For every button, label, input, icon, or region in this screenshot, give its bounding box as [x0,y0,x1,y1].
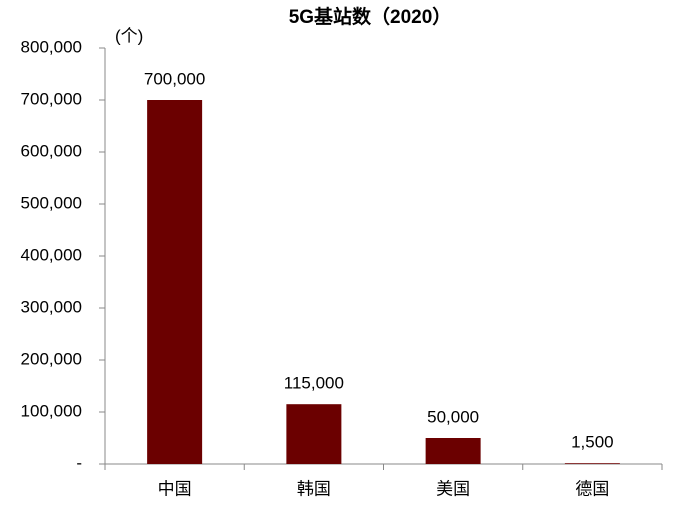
x-tick-label: 韩国 [297,479,331,498]
bar [286,404,342,464]
y-tick-label: 100,000 [21,401,82,420]
bar [425,438,481,464]
y-tick-label: 300,000 [21,297,82,316]
y-tick-label: 200,000 [21,349,82,368]
y-tick-label: 700,000 [21,89,82,108]
x-tick-label: 美国 [436,479,470,498]
bar [147,100,203,464]
bar [564,463,620,464]
y-tick-label: 500,000 [21,193,82,212]
y-tick-label: 800,000 [21,37,82,56]
data-label: 115,000 [284,374,344,393]
y-tick-label: 600,000 [21,141,82,160]
x-tick-label: 德国 [575,479,609,498]
x-tick-label: 中国 [158,479,192,498]
data-label: 700,000 [144,69,205,88]
unit-label: (个) [115,26,143,45]
data-label: 50,000 [427,407,479,426]
data-label: 1,500 [571,433,614,452]
chart-title: 5G基站数（2020） [289,5,452,28]
y-tick-label: 400,000 [21,245,82,264]
y-tick-label: - [76,453,82,472]
